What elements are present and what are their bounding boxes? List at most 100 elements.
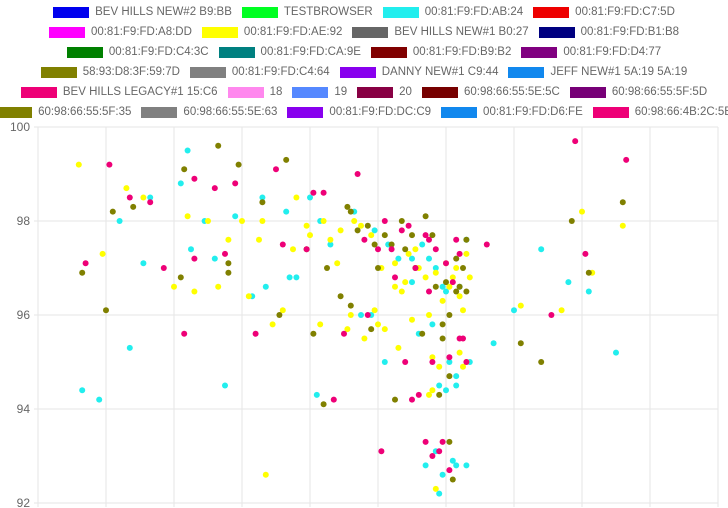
scatter-point-00-81-f9-fd-ab-24 bbox=[422, 462, 429, 469]
legend-label: 00:81:F9:FD:C4:3C bbox=[108, 46, 209, 58]
scatter-point-00-81-f9-fd-ae-92 bbox=[184, 213, 191, 220]
scatter-point-60-98-66-4b-2c-5e bbox=[456, 250, 463, 257]
legend-swatch bbox=[339, 66, 376, 78]
legend-item-testbrowser[interactable]: TESTBROWSER bbox=[241, 6, 373, 18]
legend-row: BEV HILLS NEW#2 B9:BB TESTBROWSER 00:81:F9… bbox=[0, 2, 728, 22]
legend-item-00-81-f9-fd-c4-64[interactable]: 00:81:F9:FD:C4:64 bbox=[189, 66, 330, 78]
scatter-point-60-98-66-4b-2c-5e bbox=[623, 156, 630, 163]
legend-swatch bbox=[569, 86, 606, 98]
legend-item-00-81-f9-fd-ab-24[interactable]: 00:81:F9:FD:AB:24 bbox=[382, 6, 523, 18]
scatter-point-58-93-d8-3f-59-7d bbox=[354, 227, 361, 234]
scatter-point-00-81-f9-fd-ae-92 bbox=[456, 349, 463, 356]
scatter-point-60-98-66-4b-2c-5e bbox=[412, 265, 419, 271]
legend-item-bev-hills-legacy-1-15-c6[interactable]: BEV HILLS LEGACY#1 15:C6 bbox=[20, 86, 218, 98]
legend-item-00-81-f9-fd-d4-77[interactable]: 00:81:F9:FD:D4:77 bbox=[521, 46, 661, 58]
scatter-point-58-93-d8-3f-59-7d bbox=[446, 312, 453, 318]
legend-swatch bbox=[287, 106, 324, 118]
scatter-point-00-81-f9-fd-ab-24 bbox=[395, 255, 402, 262]
scatter-point-58-93-d8-3f-59-7d bbox=[402, 246, 409, 253]
scatter-point-58-93-d8-3f-59-7d bbox=[109, 208, 116, 215]
scatter-point-00-81-f9-fd-ab-24 bbox=[453, 373, 460, 380]
scatter-point-60-98-66-4b-2c-5e bbox=[422, 232, 429, 239]
legend-item-00-81-f9-fd-ca-9e[interactable]: 00:81:F9:FD:CA:9E bbox=[218, 46, 361, 58]
legend-item-58-93-d8-3f-59-7d[interactable]: 58:93:D8:3F:59:7D bbox=[40, 66, 180, 78]
legend-item-bev-hills-new-2-b9-bb[interactable]: BEV HILLS NEW#2 B9:BB bbox=[53, 6, 232, 18]
scatter-point-58-93-d8-3f-59-7d bbox=[371, 241, 378, 248]
legend-item-60-98-66-4b-2c-5e[interactable]: 60:98:66:4B:2C:5E bbox=[592, 106, 728, 118]
scatter-point-60-98-66-4b-2c-5e bbox=[432, 246, 439, 253]
scatter-point-00-81-f9-fd-ae-92 bbox=[466, 274, 473, 281]
scatter-point-00-81-f9-fd-ab-24 bbox=[307, 194, 313, 201]
legend-item-00-81-f9-fd-ae-92[interactable]: 00:81:F9:FD:AE:92 bbox=[201, 26, 342, 38]
legend-item-jeff-new-1-5a-19-5a-19[interactable]: JEFF NEW#1 5A:19 5A:19 bbox=[508, 66, 687, 78]
legend-item-60-98-66-55-5e-63[interactable]: 60:98:66:55:5E:63 bbox=[141, 106, 277, 118]
legend-item-00-81-f9-fd-c7-5d[interactable]: 00:81:F9:FD:C7:5D bbox=[533, 6, 675, 18]
scatter-point-60-98-66-4b-2c-5e bbox=[449, 279, 456, 286]
scatter-point-00-81-f9-fd-ab-24 bbox=[96, 396, 103, 403]
scatter-point-58-93-d8-3f-59-7d bbox=[225, 269, 232, 276]
scatter-point-58-93-d8-3f-59-7d bbox=[449, 476, 456, 483]
legend-swatch bbox=[20, 86, 57, 98]
legend-swatch bbox=[218, 46, 255, 58]
scatter-point-00-81-f9-fd-ae-92 bbox=[239, 218, 245, 224]
legend-item-00-81-f9-fd-dc-c9[interactable]: 00:81:F9:FD:DC:C9 bbox=[287, 106, 431, 118]
scatter-point-60-98-66-4b-2c-5e bbox=[415, 391, 422, 398]
legend-item-00-81-f9-fd-b9-b2[interactable]: 00:81:F9:FD:B9:B2 bbox=[370, 46, 511, 58]
legend-item-00-81-f9-fd-c4-3c[interactable]: 00:81:F9:FD:C4:3C bbox=[66, 46, 209, 58]
scatter-point-00-81-f9-fd-ab-24 bbox=[443, 387, 449, 394]
scatter-point-58-93-d8-3f-59-7d bbox=[619, 199, 626, 206]
scatter-point-00-81-f9-fd-ab-24 bbox=[409, 279, 415, 286]
legend-item-00-81-f9-fd-a8-dd[interactable]: 00:81:F9:FD:A8:DD bbox=[48, 26, 192, 38]
scatter-point-00-81-f9-fd-ae-92 bbox=[269, 321, 276, 328]
scatter-point-58-93-d8-3f-59-7d bbox=[429, 232, 436, 239]
scatter-point-00-81-f9-fd-ae-92 bbox=[460, 363, 466, 370]
legend-item-60-98-66-55-5f-5d[interactable]: 60:98:66:55:5F:5D bbox=[569, 86, 707, 98]
scatter-point-60-98-66-4b-2c-5e bbox=[232, 180, 239, 187]
scatter-point-00-81-f9-fd-ab-24 bbox=[443, 288, 449, 295]
legend-item-60-98-66-55-5e-5c[interactable]: 60:98:66:55:5E:5C bbox=[421, 86, 560, 98]
scatter-point-00-81-f9-fd-ab-24 bbox=[313, 391, 320, 398]
legend-label: 00:81:F9:FD:C4:64 bbox=[231, 66, 330, 78]
scatter-point-60-98-66-4b-2c-5e bbox=[106, 161, 113, 168]
legend-label: 20 bbox=[399, 86, 412, 98]
scatter-point-58-93-d8-3f-59-7d bbox=[347, 302, 354, 309]
scatter-point-58-93-d8-3f-59-7d bbox=[517, 340, 524, 347]
scatter-point-00-81-f9-fd-ab-24 bbox=[293, 274, 300, 281]
scatter-point-60-98-66-4b-2c-5e bbox=[378, 448, 385, 455]
scatter-point-58-93-d8-3f-59-7d bbox=[347, 208, 354, 215]
legend-item-00-81-f9-fd-b1-b8[interactable]: 00:81:F9:FD:B1:B8 bbox=[538, 26, 679, 38]
scatter-point-00-81-f9-fd-ae-92 bbox=[456, 293, 463, 300]
scatter-point-00-81-f9-fd-ae-92 bbox=[279, 307, 286, 314]
scatter-point-00-81-f9-fd-ae-92 bbox=[619, 222, 626, 229]
scatter-point-00-81-f9-fd-ae-92 bbox=[453, 265, 460, 271]
scatter-point-00-81-f9-fd-ae-92 bbox=[405, 250, 412, 257]
scatter-point-00-81-f9-fd-ae-92 bbox=[215, 283, 222, 290]
scatter-point-60-98-66-4b-2c-5e bbox=[320, 189, 327, 196]
legend-item-danny-new-1-c9-44[interactable]: DANNY NEW#1 C9:44 bbox=[339, 66, 498, 78]
legend-item-00-81-f9-fd-d6-fe[interactable]: 00:81:F9:FD:D6:FE bbox=[441, 106, 583, 118]
legend-item-60-98-66-55-5f-35[interactable]: 60:98:66:55:5F:35 bbox=[0, 106, 131, 118]
scatter-point-60-98-66-4b-2c-5e bbox=[582, 250, 589, 257]
legend-swatch bbox=[421, 86, 458, 98]
legend-item-18[interactable]: 18 bbox=[227, 86, 282, 98]
scatter-point-00-81-f9-fd-ae-92 bbox=[351, 218, 358, 224]
scatter-point-00-81-f9-fd-ab-24 bbox=[147, 194, 154, 201]
scatter-point-00-81-f9-fd-ab-24 bbox=[327, 241, 334, 248]
scatter-point-00-81-f9-fd-ae-92 bbox=[293, 194, 300, 201]
scatter-point-60-98-66-4b-2c-5e bbox=[429, 359, 436, 365]
scatter-point-58-93-d8-3f-59-7d bbox=[538, 359, 545, 365]
legend-item-19[interactable]: 19 bbox=[292, 86, 347, 98]
scatter-point-58-93-d8-3f-59-7d bbox=[453, 288, 460, 295]
legend-label: 00:81:F9:FD:CA:9E bbox=[260, 46, 361, 58]
scatter-point-60-98-66-4b-2c-5e bbox=[222, 250, 228, 257]
legend-item-20[interactable]: 20 bbox=[357, 86, 412, 98]
scatter-point-60-98-66-4b-2c-5e bbox=[341, 330, 347, 337]
scatter-point-60-98-66-4b-2c-5e bbox=[381, 218, 388, 224]
scatter-point-60-98-66-4b-2c-5e bbox=[160, 265, 167, 271]
legend-item-bev-hills-new-1-b0-27[interactable]: BEV HILLS NEW#1 B0:27 bbox=[352, 26, 529, 38]
scatter-point-00-81-f9-fd-ae-92 bbox=[140, 194, 147, 201]
scatter-point-60-98-66-4b-2c-5e bbox=[181, 330, 188, 337]
scatter-point-60-98-66-4b-2c-5e bbox=[439, 438, 446, 445]
scatter-point-60-98-66-4b-2c-5e bbox=[211, 185, 218, 192]
scatter-point-00-81-f9-fd-ab-24 bbox=[565, 279, 572, 286]
